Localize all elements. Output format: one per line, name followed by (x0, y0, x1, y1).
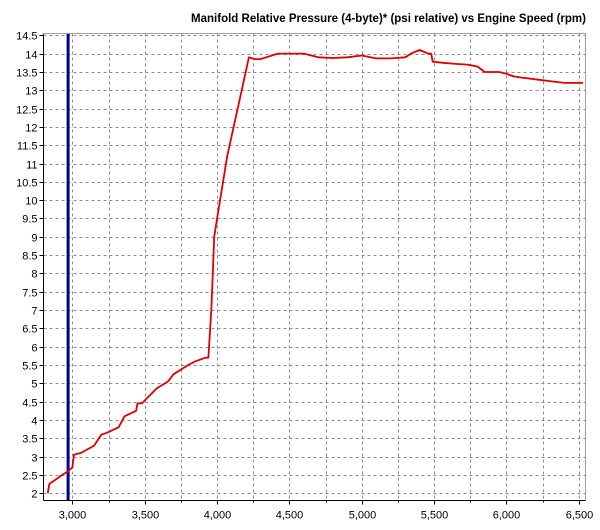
y-tick-label: 12 (25, 123, 37, 135)
x-tick-label: 4,000 (204, 510, 232, 522)
y-tick-label: 10 (25, 196, 37, 208)
series-line (46, 49, 584, 494)
y-tick-label: 6.5 (22, 324, 37, 336)
grid-lines (43, 33, 586, 501)
plot-area (43, 33, 586, 501)
y-tick-label: 12.5 (16, 105, 37, 117)
y-tick-label: 7.5 (22, 288, 37, 300)
y-tick-label: 4.5 (22, 398, 37, 410)
y-tick-label: 13 (25, 86, 37, 98)
y-tick-label: 2 (31, 489, 37, 501)
y-tick-label: 5.5 (22, 361, 37, 373)
y-tick-label: 9.5 (22, 214, 37, 226)
series-layer (46, 49, 584, 494)
x-tick-label: 3,500 (132, 510, 160, 522)
x-tick-label: 6,500 (566, 510, 594, 522)
y-tick-label: 6 (31, 343, 37, 355)
y-tick-label: 5 (31, 379, 37, 391)
y-tick-label: 8.5 (22, 251, 37, 263)
y-tick-label: 2.5 (22, 471, 37, 483)
y-tick-label: 11.5 (17, 141, 38, 153)
x-tick-label: 3,000 (59, 510, 87, 522)
y-tick-label: 8 (31, 269, 37, 281)
y-tick-label: 13.5 (16, 68, 37, 80)
y-tick-label: 3.5 (22, 434, 37, 446)
y-tick-label: 10.5 (16, 178, 37, 190)
x-tick-label: 4,500 (276, 510, 304, 522)
y-tick-label: 7 (31, 306, 37, 318)
y-tick-label: 3 (31, 453, 37, 465)
x-tick-label: 5,000 (349, 510, 377, 522)
y-tick-label: 9 (31, 233, 37, 245)
y-tick-label: 14.5 (16, 31, 37, 43)
y-tick-label: 4 (31, 416, 37, 428)
tick-labels: 2 2.5 3 3.5 4 4.5 5 5.5 6 6.5 7 7.5 8 8.5 9 9.5 10 10.5 11… (16, 31, 593, 522)
chart-title: Manifold Relative Pressure (4-byte)* (ps… (191, 13, 586, 25)
y-tick-label: 14 (25, 50, 37, 62)
y-tick-label: 11 (26, 160, 37, 172)
x-tick-label: 5,500 (421, 510, 449, 522)
axis-ticks (39, 35, 580, 505)
x-tick-label: 6,000 (493, 510, 521, 522)
